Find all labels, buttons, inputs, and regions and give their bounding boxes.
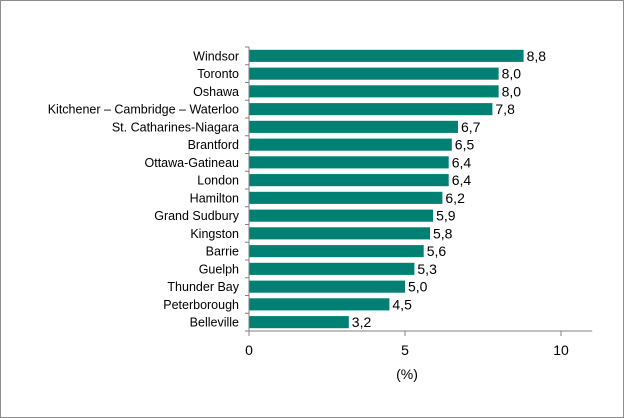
axes-layer	[245, 46, 593, 336]
category-label: Thunder Bay	[167, 280, 239, 294]
category-label: Kitchener – Cambridge – Waterloo	[48, 103, 239, 117]
bars-layer	[249, 49, 524, 329]
data-label: 5,3	[417, 261, 437, 277]
data-label: 6,5	[455, 137, 475, 153]
data-label: 5,6	[427, 243, 447, 259]
category-label: Oshawa	[193, 85, 239, 99]
category-label: Barrie	[206, 245, 239, 259]
data-label: 6,2	[445, 190, 465, 206]
category-label: Grand Sudbury	[154, 209, 240, 223]
category-label: Windsor	[193, 49, 239, 63]
bar	[249, 209, 434, 222]
data-label: 3,2	[352, 314, 372, 330]
labels-layer: Windsor 8,8 Toronto 8,0 Oshawa 8,0 Kitchener –…	[48, 48, 569, 382]
category-label: Ottawa-Gatineau	[145, 156, 240, 170]
category-label: Hamilton	[190, 191, 239, 205]
bar	[249, 280, 405, 293]
category-label: London	[197, 174, 239, 188]
category-label: Toronto	[197, 67, 239, 81]
data-label: 5,9	[436, 208, 456, 224]
x-axis-title: (%)	[396, 366, 418, 382]
data-label: 6,7	[461, 119, 481, 135]
data-label: 6,4	[452, 154, 472, 170]
x-tick-label: 0	[245, 342, 253, 358]
data-label: 8,0	[502, 83, 522, 99]
category-label: Kingston	[190, 227, 239, 241]
bar	[249, 174, 449, 187]
category-label: St. Catharines-Niagara	[112, 120, 239, 134]
data-label: 5,8	[433, 225, 453, 241]
bar	[249, 67, 499, 80]
x-tick-label: 5	[401, 342, 409, 358]
x-tick-label: 10	[553, 342, 569, 358]
data-label: 8,0	[502, 66, 522, 82]
category-label: Brantford	[188, 138, 239, 152]
data-label: 6,4	[452, 172, 472, 188]
bar	[249, 103, 493, 116]
data-label: 4,5	[392, 296, 412, 312]
category-label: Belleville	[190, 316, 239, 330]
bar	[249, 316, 349, 329]
bar	[249, 227, 430, 240]
bar	[249, 49, 524, 62]
bar	[249, 120, 458, 133]
bar	[249, 191, 443, 204]
bar	[249, 85, 499, 98]
category-label: Guelph	[199, 262, 239, 276]
data-label: 8,8	[527, 48, 547, 64]
bar	[249, 156, 449, 169]
bar	[249, 245, 424, 258]
bar	[249, 262, 415, 275]
category-label: Peterborough	[163, 298, 239, 312]
data-label: 7,8	[495, 101, 515, 117]
bar	[249, 138, 452, 151]
bar	[249, 298, 390, 311]
data-label: 5,0	[408, 279, 428, 295]
